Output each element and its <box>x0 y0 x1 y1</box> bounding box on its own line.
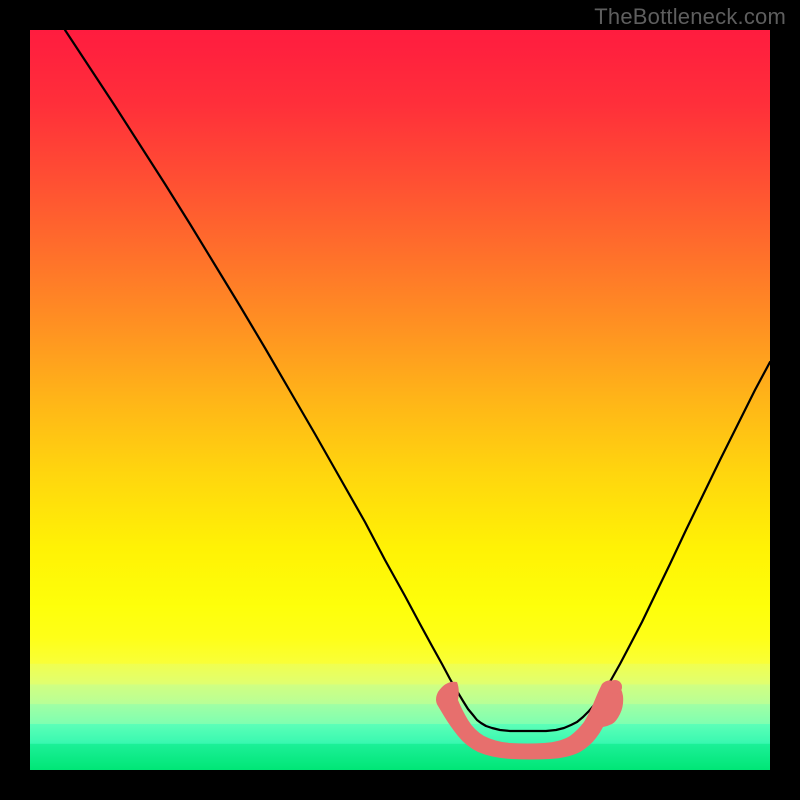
chart-frame: TheBottleneck.com <box>0 0 800 800</box>
watermark-text: TheBottleneck.com <box>594 4 786 30</box>
bottleneck-marker-dot <box>608 680 622 694</box>
bottom-band <box>30 605 770 770</box>
bottleneck-chart <box>30 30 770 770</box>
